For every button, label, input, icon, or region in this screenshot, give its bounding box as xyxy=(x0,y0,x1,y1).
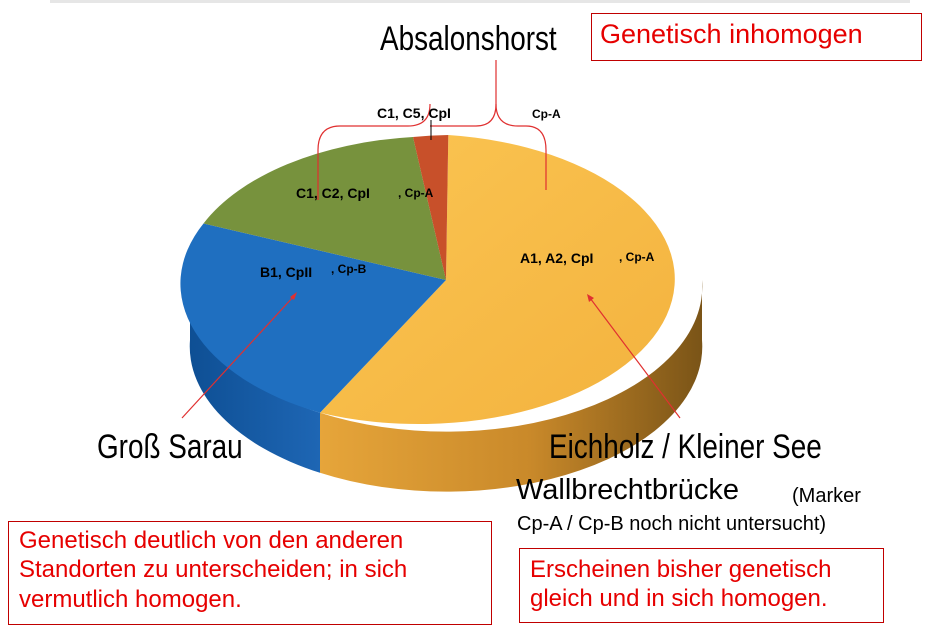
pie-side-yellow xyxy=(320,280,703,492)
label-blue-marker: , Cp-B xyxy=(331,262,367,276)
absalonshorst-brace-left xyxy=(317,103,431,200)
box-gross-sarau-line2: Standorten zu unterscheiden; in sich xyxy=(19,556,408,584)
eichholz-arrow xyxy=(589,297,681,419)
label-blue-main: B1, CpII xyxy=(260,264,313,280)
absalonshorst-brace-right xyxy=(495,103,547,190)
pie-slice-absalonshorst-c1c2 xyxy=(203,137,446,280)
wallbrecht-note-2: Cp-A / Cp-B noch nicht untersucht) xyxy=(517,513,827,535)
label-yellow-main: A1, A2, CpI xyxy=(520,250,594,266)
label-cp-a-top: Cp-A xyxy=(532,107,561,121)
label-green-marker: , Cp-A xyxy=(398,186,434,200)
top-divider xyxy=(50,0,910,3)
eichholz-arrowhead xyxy=(587,294,594,302)
label-c1-c5-cpi: C1, C5, CpI xyxy=(377,105,451,121)
box-genetisch-inhomogen-text: Genetisch inhomogen xyxy=(600,19,863,49)
box-genetisch-inhomogen: Genetisch inhomogen xyxy=(591,13,922,61)
site-title-eichholz: Eichholz / Kleiner See xyxy=(549,428,822,466)
box-eichholz-line2: gleich und in sich homogen. xyxy=(530,585,828,613)
pie-slice-eichholz xyxy=(320,135,675,425)
box-eichholz-line1: Erscheinen bisher genetisch xyxy=(530,556,832,583)
gross-sarau-arrowhead xyxy=(290,292,297,300)
label-green-main: C1, C2, CpI xyxy=(296,185,370,201)
absalonshorst-brace-connector xyxy=(430,60,497,127)
wallbrecht-note-1: (Marker xyxy=(792,485,861,507)
pie-slice-absalonshorst-c1c5 xyxy=(413,135,449,280)
box-gross-sarau: Genetisch deutlich von den anderen Stand… xyxy=(8,521,492,625)
site-title-gross-sarau: Groß Sarau xyxy=(97,428,243,466)
label-yellow-marker: , Cp-A xyxy=(619,250,655,264)
gross-sarau-arrow xyxy=(181,295,295,419)
site-title-wallbrecht: Wallbrechtbrücke xyxy=(516,474,739,506)
box-gross-sarau-line3: vermutlich homogen. xyxy=(19,585,242,613)
box-gross-sarau-line1: Genetisch deutlich von den anderen xyxy=(19,527,404,554)
pie-side-blue xyxy=(189,280,320,473)
pie-slice-gross-sarau xyxy=(180,223,446,413)
box-eichholz: Erscheinen bisher genetisch gleich und i… xyxy=(519,548,884,623)
site-title-absalonshorst: Absalonshorst xyxy=(380,20,557,58)
